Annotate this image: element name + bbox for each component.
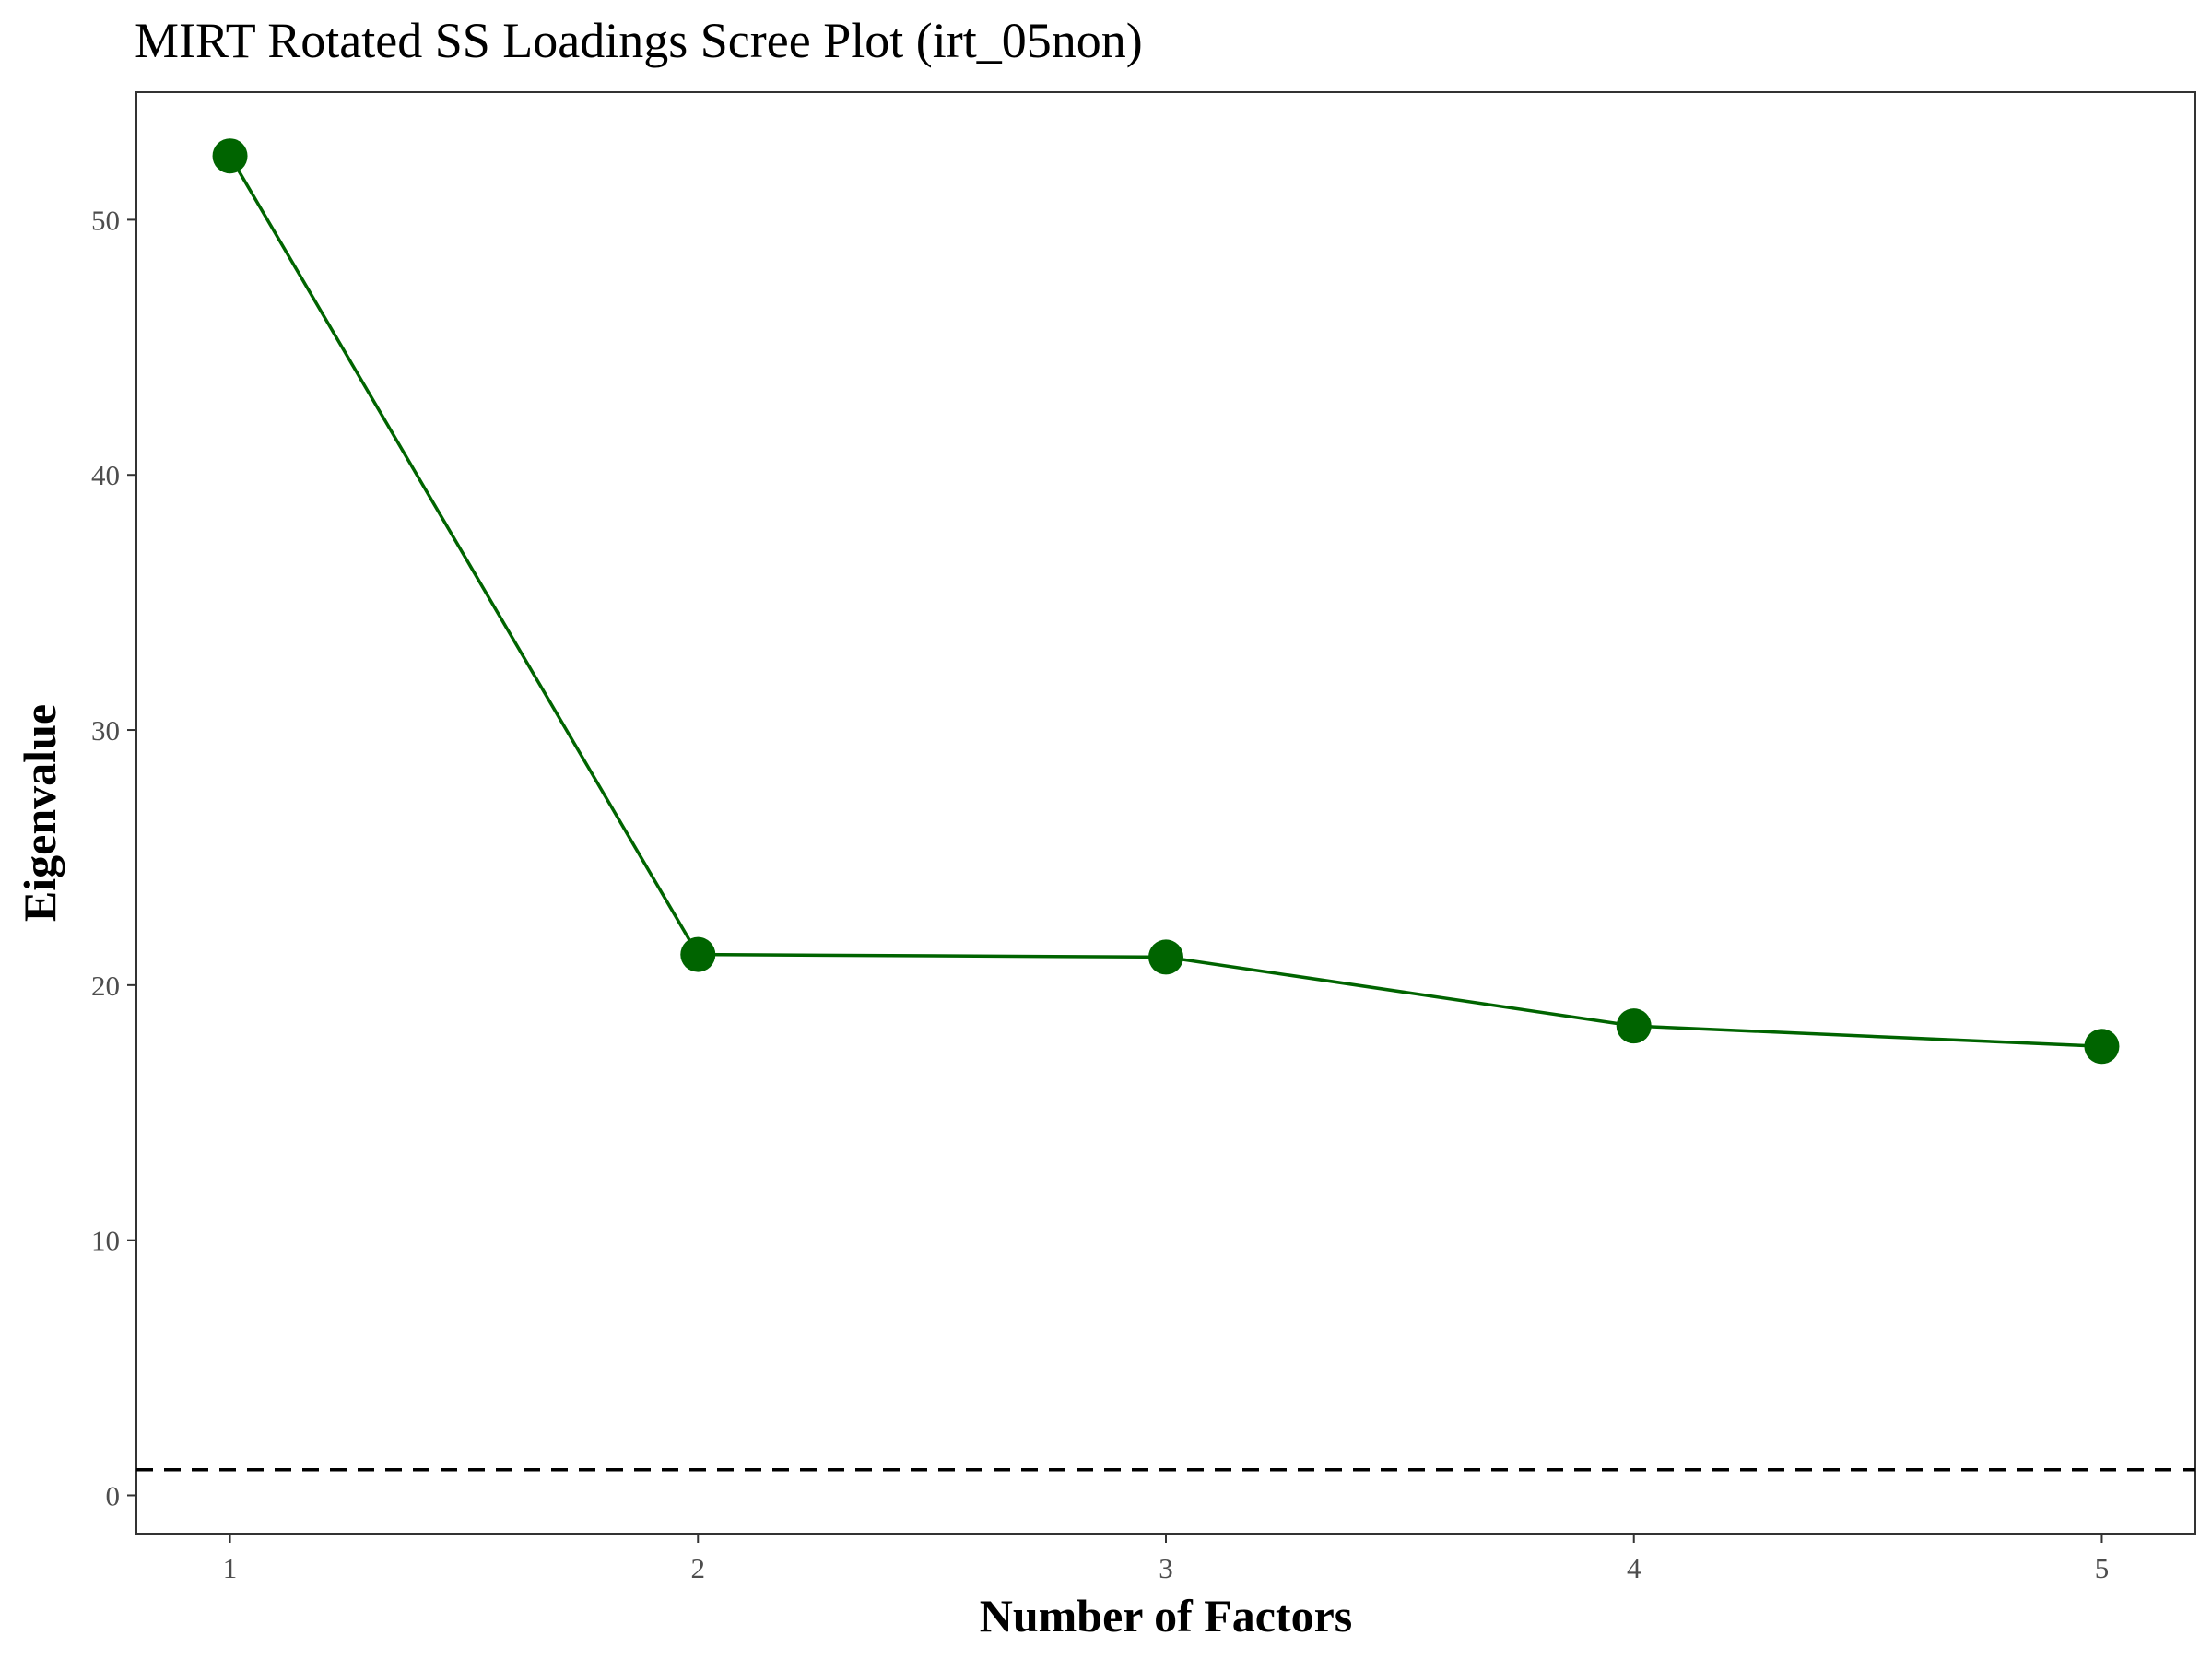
- chart-title: MIRT Rotated SS Loadings Scree Plot (irt…: [135, 13, 1143, 68]
- y-tick-label: 0: [106, 1479, 121, 1512]
- x-tick-label: 5: [2095, 1552, 2110, 1584]
- y-tick-label: 40: [91, 459, 120, 491]
- data-point: [680, 936, 716, 972]
- data-point: [1616, 1008, 1652, 1044]
- x-tick-label: 1: [223, 1552, 238, 1584]
- x-tick-label: 4: [1627, 1552, 1641, 1584]
- data-point: [1148, 939, 1183, 975]
- y-tick-label: 20: [91, 970, 120, 1002]
- x-tick-label: 3: [1159, 1552, 1173, 1584]
- y-tick-label: 50: [91, 204, 120, 236]
- x-axis-title: Number of Factors: [980, 1590, 1353, 1641]
- data-point: [2084, 1029, 2120, 1065]
- x-tick-label: 2: [691, 1552, 706, 1584]
- plot-panel: [135, 91, 2196, 1535]
- y-axis-title: Eigenvalue: [14, 704, 65, 922]
- y-tick-label: 10: [91, 1225, 120, 1257]
- x-axis: 1 2 3 4 5: [223, 1534, 2109, 1584]
- series-layer: [212, 138, 2120, 1065]
- data-point: [212, 138, 248, 174]
- y-tick-label: 30: [91, 714, 120, 747]
- y-axis: 0 10 20 30 40 50: [91, 204, 136, 1512]
